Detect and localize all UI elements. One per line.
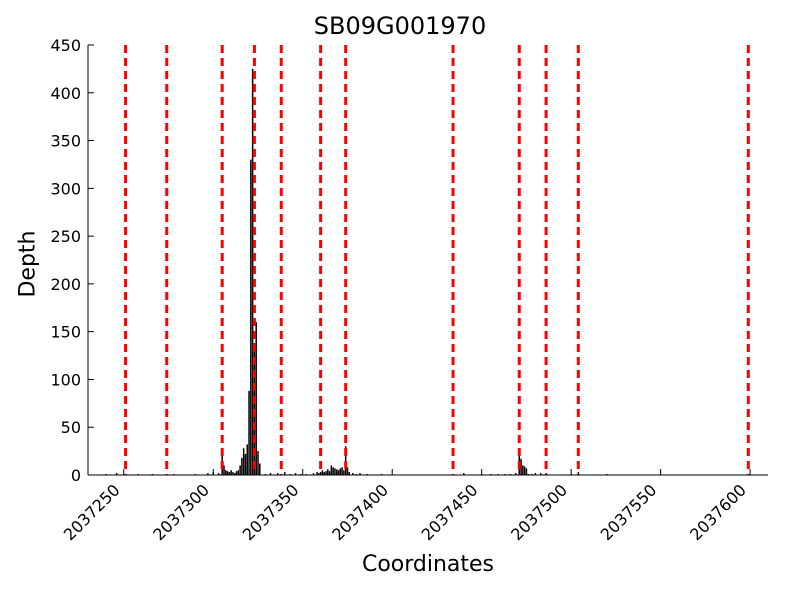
x-tick-label: 2037350 bbox=[239, 480, 303, 544]
x-tick-label: 2037550 bbox=[597, 480, 661, 544]
depth-bar bbox=[522, 465, 524, 475]
depth-bar bbox=[525, 468, 528, 475]
y-tick-label: 400 bbox=[50, 84, 81, 103]
depth-bar bbox=[235, 471, 238, 475]
depth-bar bbox=[319, 472, 322, 475]
depth-bar bbox=[232, 472, 234, 475]
depth-bar bbox=[246, 444, 249, 475]
depth-bar bbox=[251, 68, 254, 475]
x-axis-label: Coordinates bbox=[361, 552, 495, 577]
depth-bar bbox=[244, 453, 247, 475]
y-tick-label: 300 bbox=[50, 179, 81, 198]
x-tick-label: 2037300 bbox=[149, 480, 213, 544]
y-tick-label: 0 bbox=[71, 466, 81, 485]
depth-bar bbox=[327, 469, 329, 475]
y-tick-label: 150 bbox=[50, 323, 81, 342]
depth-bar bbox=[339, 468, 342, 475]
depth-bar bbox=[514, 473, 517, 475]
depth-bar bbox=[207, 473, 209, 475]
depth-bar bbox=[248, 390, 250, 475]
x-tick-label: 2037600 bbox=[686, 480, 750, 544]
depth-bar bbox=[318, 473, 320, 475]
depth-bar bbox=[335, 469, 338, 475]
depth-bar bbox=[228, 472, 231, 475]
depth-bar bbox=[225, 470, 227, 475]
depth-bar bbox=[337, 470, 340, 475]
depth-bar bbox=[269, 473, 272, 475]
depth-bar bbox=[312, 473, 315, 475]
depth-bar bbox=[534, 473, 537, 475]
depth-bar bbox=[259, 463, 261, 475]
depth-bar bbox=[294, 473, 297, 475]
bars-layer bbox=[105, 68, 608, 475]
depth-bar bbox=[316, 472, 318, 475]
depth-bar bbox=[239, 465, 241, 475]
depth-bar bbox=[233, 473, 236, 475]
x-tick-label: 2037450 bbox=[418, 480, 482, 544]
depth-bar bbox=[346, 467, 349, 475]
depth-bar bbox=[115, 473, 118, 475]
depth-bar bbox=[332, 467, 334, 475]
depth-bar bbox=[330, 465, 333, 475]
depth-bar bbox=[334, 468, 336, 475]
y-tick-label: 350 bbox=[50, 132, 81, 151]
depth-bar bbox=[226, 471, 229, 475]
depth-bar bbox=[255, 322, 257, 475]
depth-bar bbox=[352, 473, 354, 475]
depth-bar bbox=[284, 472, 286, 475]
depth-bar bbox=[359, 473, 361, 475]
depth-bar bbox=[250, 159, 252, 475]
depth-bar bbox=[323, 472, 325, 475]
x-tick-label: 2037500 bbox=[507, 480, 571, 544]
depth-bar bbox=[344, 446, 347, 475]
y-tick-label: 50 bbox=[61, 418, 81, 437]
depth-bar bbox=[321, 470, 324, 475]
depth-bar bbox=[276, 473, 279, 475]
y-tick-label: 200 bbox=[50, 275, 81, 294]
depth-bar bbox=[341, 467, 343, 475]
depth-bar bbox=[237, 470, 240, 475]
x-tick-label: 2037250 bbox=[60, 480, 124, 544]
depth-bar bbox=[217, 473, 220, 475]
axes-layer: 0 50 100 150 200 250 300 350 400 450 2037250 203730… bbox=[50, 36, 768, 544]
y-tick-label: 100 bbox=[50, 370, 81, 389]
y-tick-label: 450 bbox=[50, 36, 81, 55]
vlines-layer bbox=[124, 45, 750, 475]
depth-bar bbox=[577, 472, 580, 475]
depth-bar bbox=[325, 471, 327, 475]
depth-bar bbox=[242, 448, 245, 475]
depth-bar bbox=[230, 470, 232, 475]
depth-bar bbox=[539, 473, 542, 475]
chart-title: SB09G001970 bbox=[313, 12, 487, 40]
y-tick-label: 250 bbox=[50, 227, 81, 246]
x-tick-label: 2037400 bbox=[328, 480, 392, 544]
depth-bar bbox=[257, 451, 259, 475]
depth-bar bbox=[463, 473, 465, 475]
depth-bar bbox=[241, 457, 243, 475]
depth-bar bbox=[348, 472, 351, 475]
depth-bar bbox=[523, 466, 526, 475]
depth-bar bbox=[223, 465, 225, 475]
depth-bar bbox=[343, 470, 345, 475]
depth-bar bbox=[520, 458, 522, 475]
depth-bar bbox=[328, 471, 331, 475]
